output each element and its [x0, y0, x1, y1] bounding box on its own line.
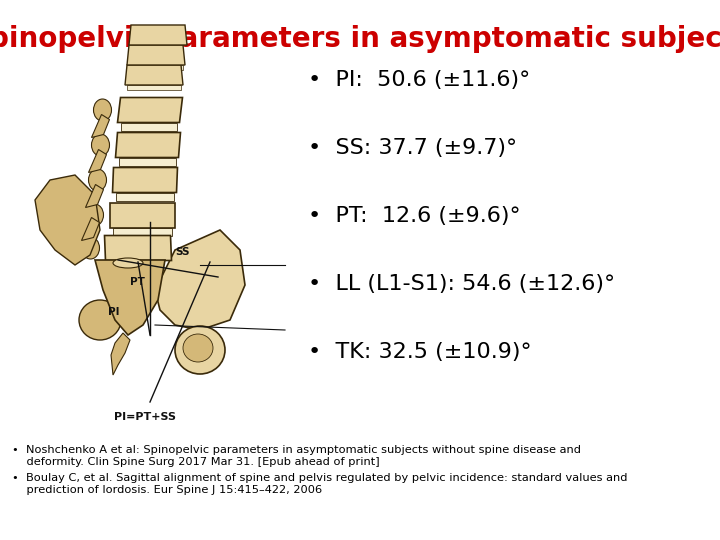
Polygon shape: [119, 158, 176, 165]
Polygon shape: [129, 25, 187, 45]
Text: Spinopelvic parameters in asymptomatic subjects: Spinopelvic parameters in asymptomatic s…: [0, 25, 720, 53]
Polygon shape: [115, 192, 174, 200]
Polygon shape: [125, 65, 183, 85]
Text: •  PT:  12.6 (±9.6)°: • PT: 12.6 (±9.6)°: [308, 206, 521, 226]
Polygon shape: [91, 114, 109, 138]
Ellipse shape: [183, 334, 213, 362]
Ellipse shape: [89, 169, 107, 191]
Text: •  LL (L1-S1): 54.6 (±12.6)°: • LL (L1-S1): 54.6 (±12.6)°: [308, 274, 615, 294]
Polygon shape: [127, 85, 181, 90]
Polygon shape: [111, 333, 130, 375]
Ellipse shape: [79, 300, 121, 340]
Ellipse shape: [86, 204, 104, 226]
Polygon shape: [86, 185, 104, 207]
Text: •  Noshchenko A et al: Spinopelvic parameters in asymptomatic subjects without s: • Noshchenko A et al: Spinopelvic parame…: [12, 445, 581, 467]
Polygon shape: [109, 202, 174, 227]
Text: SS: SS: [175, 247, 189, 257]
Polygon shape: [129, 65, 183, 70]
Text: PI=PT+SS: PI=PT+SS: [114, 412, 176, 422]
Polygon shape: [81, 218, 99, 240]
Ellipse shape: [91, 134, 109, 156]
Polygon shape: [89, 150, 107, 172]
Polygon shape: [112, 167, 178, 192]
Polygon shape: [155, 230, 245, 330]
Ellipse shape: [175, 326, 225, 374]
Text: •  Boulay C, et al. Sagittal alignment of spine and pelvis regulated by pelvic i: • Boulay C, et al. Sagittal alignment of…: [12, 473, 628, 495]
Polygon shape: [104, 235, 171, 260]
Polygon shape: [35, 175, 100, 265]
Text: •  PI:  50.6 (±11.6)°: • PI: 50.6 (±11.6)°: [308, 70, 530, 90]
Ellipse shape: [113, 258, 143, 268]
Polygon shape: [117, 98, 182, 123]
Text: PT: PT: [130, 277, 145, 287]
Polygon shape: [112, 227, 171, 235]
Polygon shape: [127, 45, 185, 65]
Polygon shape: [95, 260, 165, 335]
Text: PI: PI: [108, 307, 120, 317]
Ellipse shape: [81, 237, 99, 259]
Polygon shape: [115, 132, 181, 158]
Text: •  TK: 32.5 (±10.9)°: • TK: 32.5 (±10.9)°: [308, 342, 531, 362]
Ellipse shape: [94, 99, 112, 121]
Polygon shape: [120, 123, 176, 131]
Text: •  SS: 37.7 (±9.7)°: • SS: 37.7 (±9.7)°: [308, 138, 517, 158]
